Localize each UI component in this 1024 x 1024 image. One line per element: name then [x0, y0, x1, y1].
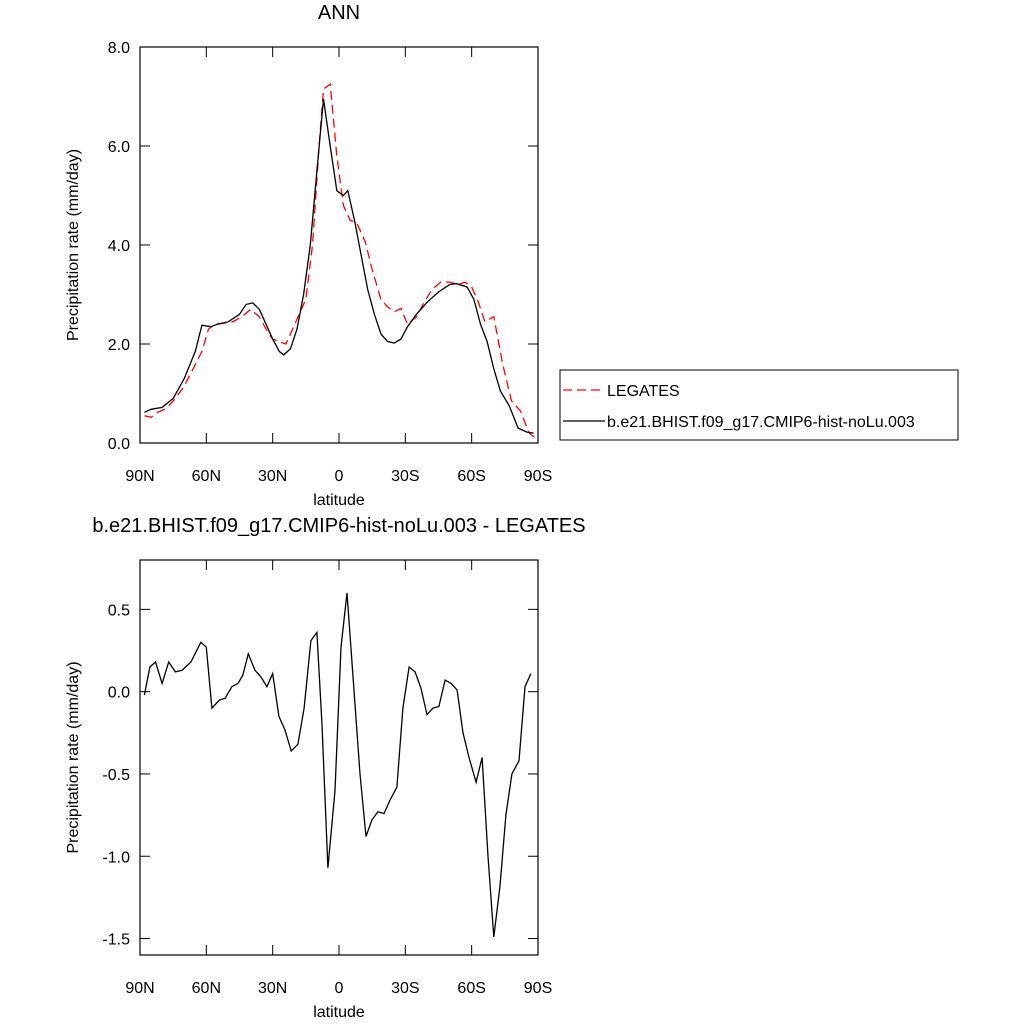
x-tick-label: 90N — [125, 980, 154, 997]
x-tick-label: 60N — [192, 980, 221, 997]
y-tick-label: -1.5 — [102, 932, 130, 949]
y-tick-label: 0.5 — [108, 602, 130, 619]
data-line — [144, 98, 534, 434]
x-tick-label: 0 — [335, 468, 344, 485]
legend-label: LEGATES — [607, 383, 680, 400]
plot-frame — [139, 559, 539, 956]
y-tick-label: 2.0 — [108, 337, 130, 354]
legend-label: b.e21.BHIST.f09_g17.CMIP6-hist-noLu.003 — [607, 414, 915, 431]
x-tick-label: 30S — [391, 980, 419, 997]
y-axis-label: Precipitation rate (mm/day) — [65, 149, 82, 341]
data-line — [144, 82, 537, 439]
chart-title: b.e21.BHIST.f09_g17.CMIP6-hist-noLu.003 … — [92, 515, 585, 537]
x-tick-label: 60N — [192, 468, 221, 485]
y-tick-label: 8.0 — [108, 40, 130, 57]
x-tick-label: 30S — [391, 468, 419, 485]
x-tick-label: 30N — [258, 468, 287, 485]
y-tick-label: -1.0 — [102, 849, 130, 866]
y-tick-label: 0.0 — [108, 685, 130, 702]
legend-box — [559, 369, 959, 441]
data-line — [143, 592, 532, 937]
x-tick-label: 0 — [335, 980, 344, 997]
y-tick-label: 6.0 — [108, 139, 130, 156]
x-tick-label: 60S — [457, 980, 485, 997]
x-tick-label: 60S — [457, 468, 485, 485]
x-axis-label: latitude — [313, 1004, 365, 1021]
x-tick-label: 90N — [125, 468, 154, 485]
y-tick-label: 4.0 — [108, 238, 130, 255]
y-axis-label: Precipitation rate (mm/day) — [65, 661, 82, 853]
x-tick-label: 90S — [524, 980, 552, 997]
x-tick-label: 90S — [524, 468, 552, 485]
x-axis-label: latitude — [313, 492, 365, 509]
y-tick-label: 0.0 — [108, 436, 130, 453]
x-tick-label: 30N — [258, 980, 287, 997]
y-tick-label: -0.5 — [102, 767, 130, 784]
plot-frame — [139, 46, 539, 444]
chart-title: ANN — [318, 2, 360, 24]
